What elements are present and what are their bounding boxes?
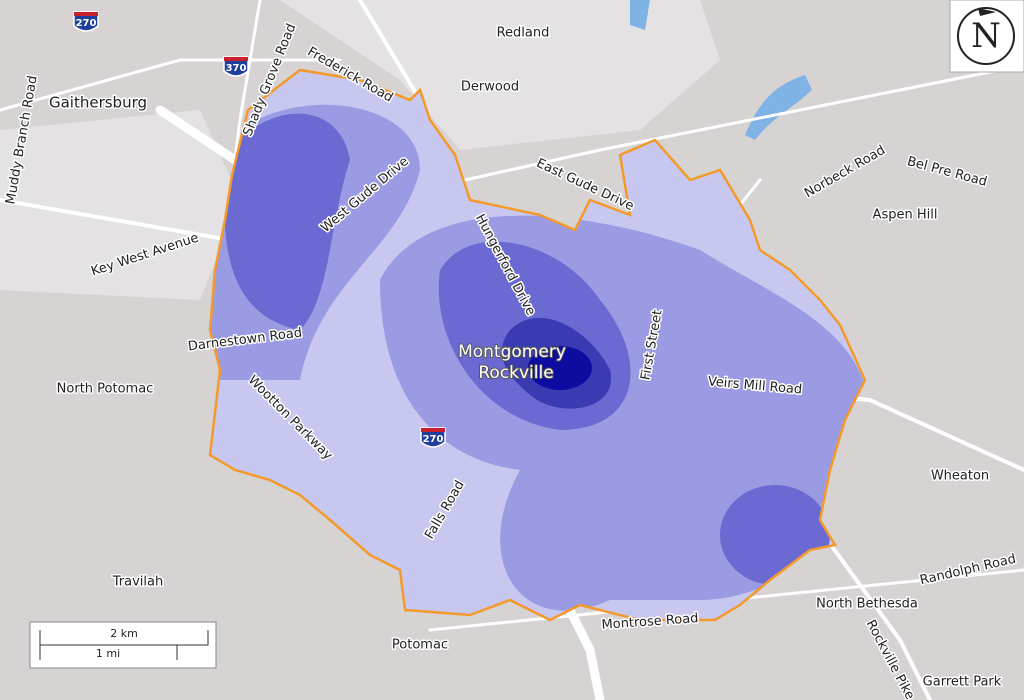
place-label: North Potomac — [57, 382, 154, 397]
place-label: Travilah — [112, 575, 163, 590]
scale-imperial: 1 mi — [96, 647, 120, 660]
shield — [223, 56, 249, 77]
place-label: Potomac — [392, 638, 448, 653]
shield-label: 270 — [76, 18, 97, 29]
shield-top — [74, 12, 98, 16]
shield-label: 370 — [226, 63, 247, 74]
water — [630, 0, 812, 140]
place-label: Gaithersburg — [49, 94, 147, 112]
scale-metric: 2 km — [110, 627, 138, 640]
compass: N — [949, 0, 1024, 73]
city-label: Montgomery — [458, 342, 566, 362]
place-label: North Bethesda — [816, 597, 918, 612]
city-label: Rockville — [478, 363, 553, 383]
place-label: Redland — [497, 26, 550, 41]
shield — [73, 11, 99, 32]
shield — [420, 427, 446, 448]
shield-top — [421, 428, 445, 432]
place-label: Aspen Hill — [873, 208, 938, 223]
density-layer — [210, 70, 865, 620]
place-label: Garrett Park — [923, 675, 1002, 690]
place-label: Wheaton — [931, 469, 989, 484]
compass-label: N — [971, 16, 1001, 56]
place-label: Derwood — [461, 80, 519, 95]
shield-top — [224, 57, 248, 61]
land-light — [0, 0, 720, 300]
scale-bar: 2 km 1 mi — [29, 621, 217, 669]
shield-label: 270 — [423, 434, 444, 445]
